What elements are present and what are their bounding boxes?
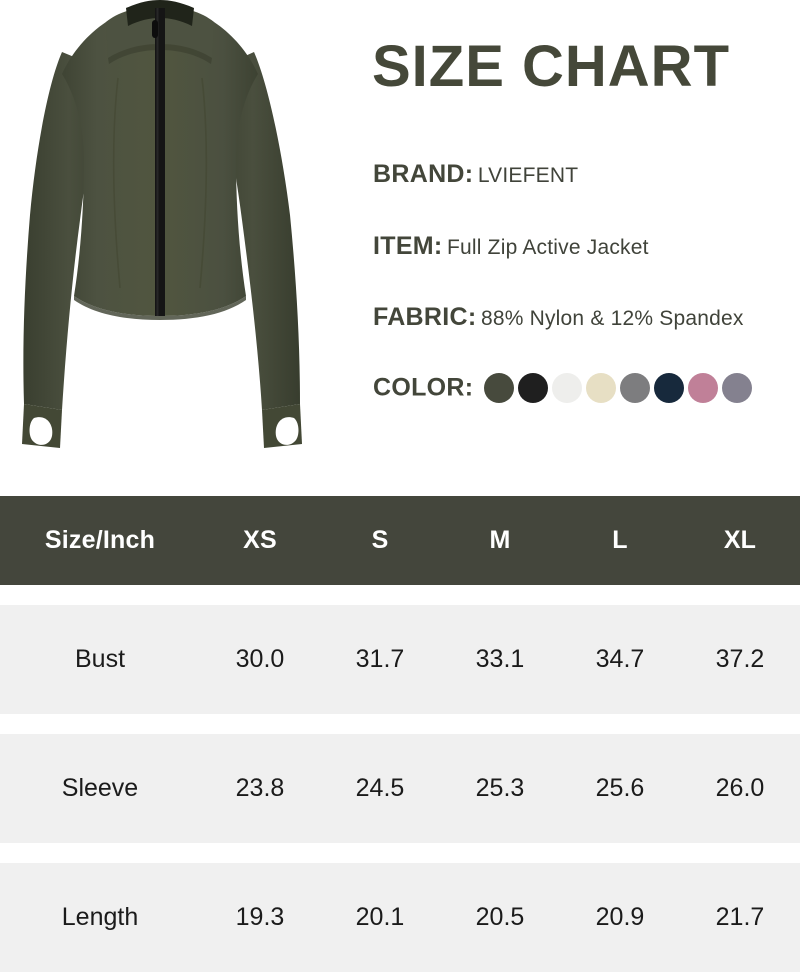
color-swatch-gray-purple: [721, 373, 752, 403]
cell-bust-xs: 30.0: [235, 645, 285, 673]
cell-sleeve-xl: 26.0: [715, 774, 765, 802]
cell-sleeve-xs: 23.8: [235, 774, 285, 802]
jacket-zipper: [155, 8, 165, 316]
spec-item-value: Full Zip Active Jacket: [447, 236, 649, 259]
column-header-m: M: [489, 526, 511, 554]
color-swatch-black: [517, 373, 548, 403]
color-swatch-olive: [483, 373, 514, 403]
spec-fabric: FABRIC: 88% Nylon & 12% Spandex: [373, 303, 744, 332]
zipper-pull: [152, 20, 158, 38]
cell-length-xs: 19.3: [235, 903, 285, 931]
color-swatch-off-white: [551, 373, 582, 403]
cell-length-m: 20.5: [475, 903, 525, 931]
cell-length-xl: 21.7: [715, 903, 765, 931]
row-label-bust: Bust: [74, 645, 126, 673]
row-label-sleeve: Sleeve: [61, 774, 139, 802]
page-title: SIZE CHART: [372, 34, 730, 99]
product-image: [0, 0, 360, 490]
size-chart-table: Size/Inch XS S M L XL Bust 30.0 31.7 33.…: [0, 496, 800, 972]
spec-brand-label: BRAND:: [373, 160, 474, 188]
spec-brand: BRAND: LVIEFENT: [373, 160, 578, 189]
row-divider: [0, 843, 800, 863]
color-swatch-navy: [653, 373, 684, 403]
header-section: SIZE CHART BRAND: LVIEFENT ITEM: Full Zi…: [0, 0, 800, 490]
column-header-s: S: [371, 526, 389, 554]
spec-fabric-label: FABRIC:: [373, 303, 477, 331]
spec-color-label: COLOR:: [373, 373, 474, 402]
spec-fabric-value: 88% Nylon & 12% Spandex: [480, 307, 744, 330]
table-row: Length 19.3 20.1 20.5 20.9 21.7: [0, 863, 800, 972]
color-swatch-cream: [585, 373, 616, 403]
color-swatch-list: [483, 373, 756, 403]
table-row: Bust 30.0 31.7 33.1 34.7 37.2: [0, 605, 800, 714]
color-swatch-dusty-rose: [687, 373, 718, 403]
column-header-size: Size/Inch: [44, 526, 156, 554]
cell-sleeve-m: 25.3: [475, 774, 525, 802]
table-row: Sleeve 23.8 24.5 25.3 25.6 26.0: [0, 734, 800, 843]
table-header-row: Size/Inch XS S M L XL: [0, 496, 800, 585]
product-info-panel: SIZE CHART BRAND: LVIEFENT ITEM: Full Zi…: [370, 0, 800, 490]
cell-length-s: 20.1: [355, 903, 405, 931]
spec-brand-value: LVIEFENT: [477, 164, 579, 187]
cell-bust-m: 33.1: [475, 645, 525, 673]
cell-bust-xl: 37.2: [715, 645, 765, 673]
cell-bust-l: 34.7: [595, 645, 645, 673]
spec-item: ITEM: Full Zip Active Jacket: [373, 232, 649, 261]
cell-sleeve-s: 24.5: [355, 774, 405, 802]
column-header-xl: XL: [723, 526, 757, 554]
right-thumbhole: [275, 417, 299, 445]
column-header-xs: XS: [243, 526, 277, 554]
left-thumbhole: [29, 417, 53, 445]
row-label-length: Length: [61, 903, 139, 931]
column-header-l: L: [612, 526, 628, 554]
row-divider: [0, 585, 800, 605]
spec-color: COLOR:: [373, 373, 756, 403]
spec-item-label: ITEM:: [373, 232, 443, 260]
cell-bust-s: 31.7: [355, 645, 405, 673]
row-divider: [0, 714, 800, 734]
cell-length-l: 20.9: [595, 903, 645, 931]
cell-sleeve-l: 25.6: [595, 774, 645, 802]
color-swatch-gray: [619, 373, 650, 403]
